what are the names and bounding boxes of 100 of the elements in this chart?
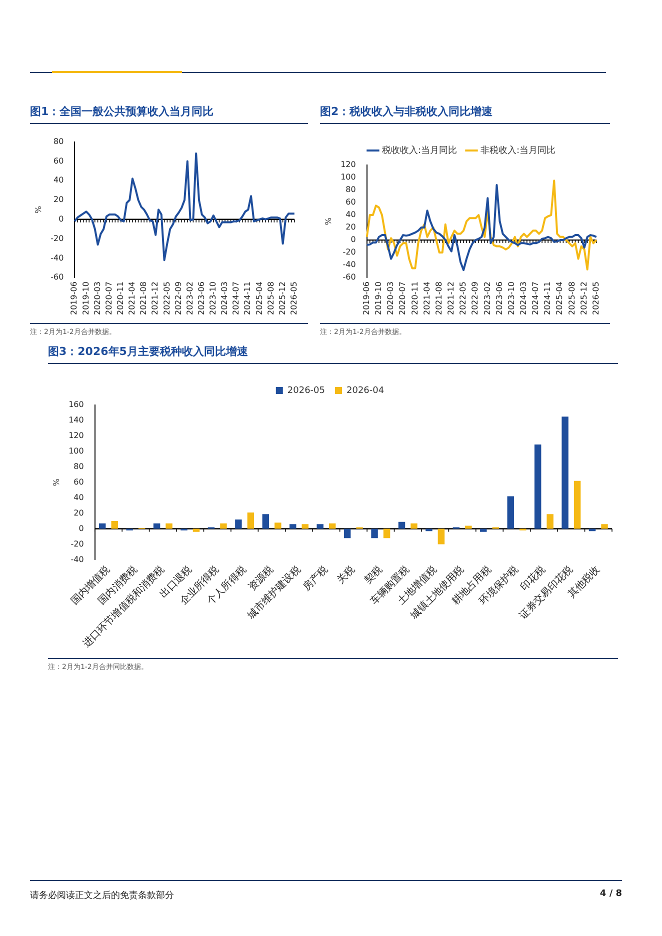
y-tick-label: 120 xyxy=(340,160,356,170)
y-tick-label: 20 xyxy=(346,222,356,232)
legend-label: 税收收入:当月同比 xyxy=(382,144,458,156)
bar xyxy=(235,520,242,529)
bar xyxy=(316,524,324,529)
bar xyxy=(574,480,581,529)
bar xyxy=(534,444,542,529)
x-tick-label: 2024-11 xyxy=(243,282,252,316)
x-tick-label: 2026-05 xyxy=(591,282,600,316)
bar xyxy=(247,512,254,529)
x-tick-label: 关税 xyxy=(334,563,358,586)
x-tick-label: 2021-12 xyxy=(150,282,160,316)
x-tick-label: 2021-12 xyxy=(446,282,456,316)
bar xyxy=(398,522,406,529)
legend-label: 2026-05 xyxy=(287,386,326,396)
chart-title: 图3：2026年5月主要税种收入同比增速 xyxy=(48,344,618,364)
text: 请务必阅读正文之后的免责条款部分 xyxy=(30,890,174,902)
y-axis-title: % xyxy=(324,217,333,226)
x-tick-label: 契税 xyxy=(362,563,385,586)
y-tick-label: 120 xyxy=(68,431,84,440)
x-tick-label: 2025-08 xyxy=(567,282,576,316)
y-tick-label: 80 xyxy=(346,185,356,194)
y-tick-label: -40 xyxy=(342,260,356,270)
x-tick-label: 2023-06 xyxy=(494,282,504,316)
y-tick-label: 60 xyxy=(74,477,84,486)
y-tick-label: 40 xyxy=(346,210,356,220)
bar xyxy=(220,523,227,529)
y-tick-label: 60 xyxy=(53,156,64,166)
x-tick-label: 2024-03 xyxy=(518,282,528,316)
x-tick-label: 2020-03 xyxy=(92,282,102,316)
x-tick-label: 2026-05 xyxy=(289,282,298,316)
x-tick-label: 2024-11 xyxy=(543,282,552,316)
text: 4 / 8 xyxy=(600,889,622,901)
y-tick-label: 0 xyxy=(350,235,356,244)
bar xyxy=(290,524,296,529)
bar xyxy=(480,528,487,532)
bar xyxy=(507,496,514,529)
y-tick-label: 80 xyxy=(53,136,64,146)
y-tick-label: 0 xyxy=(58,214,64,224)
bar xyxy=(111,521,118,529)
y-tick-label: 20 xyxy=(74,508,84,518)
bar xyxy=(192,528,200,532)
x-tick-label: 2023-06 xyxy=(196,282,206,316)
x-tick-label: 2021-08 xyxy=(139,282,148,316)
bar xyxy=(465,526,472,529)
x-tick-label: 2021-08 xyxy=(434,282,444,316)
y-tick-label: 20 xyxy=(53,195,64,204)
chart-title: 图1：全国一般公共预算收入当月同比 xyxy=(30,104,308,124)
bar xyxy=(410,523,418,529)
x-tick-label: 2022-09 xyxy=(174,282,183,316)
y-tick-label: 80 xyxy=(74,462,84,471)
y-tick-label: -40 xyxy=(50,253,64,262)
bar xyxy=(371,528,378,538)
x-tick-label: 2023-10 xyxy=(208,282,218,316)
y-tick-label: 140 xyxy=(68,416,84,425)
bar xyxy=(546,514,554,529)
x-tick-label: 2020-11 xyxy=(116,282,126,316)
x-tick-label: 2024-03 xyxy=(220,282,230,316)
bar xyxy=(153,523,160,529)
bar xyxy=(328,523,336,529)
legend-label: 非税收入:当月同比 xyxy=(480,144,556,156)
x-tick-label: 2023-10 xyxy=(506,282,516,316)
y-tick-label: 100 xyxy=(340,172,356,182)
x-tick-label: 2025-08 xyxy=(266,282,276,316)
x-tick-label: 2020-11 xyxy=(410,282,420,316)
x-tick-label: 2019-06 xyxy=(70,282,79,316)
legend-label: 2026-04 xyxy=(346,386,384,396)
x-tick-label: 2025-04 xyxy=(555,282,564,316)
x-tick-label: 2021-04 xyxy=(128,282,137,316)
bar xyxy=(562,416,568,529)
x-tick-label: 2022-05 xyxy=(162,282,172,316)
bar xyxy=(302,524,308,529)
x-tick-label: 2025-12 xyxy=(579,282,588,316)
bar xyxy=(274,522,282,529)
y-tick-label: -20 xyxy=(70,539,84,548)
x-tick-label: 房产税 xyxy=(300,563,330,594)
x-tick-label: 2023-02 xyxy=(482,282,492,316)
x-tick-label: 2025-04 xyxy=(254,282,264,316)
x-tick-label: 2019-10 xyxy=(374,282,384,316)
x-tick-label: 2024-07 xyxy=(232,282,241,316)
y-tick-label: -60 xyxy=(342,272,356,282)
y-tick-label: 100 xyxy=(68,446,84,456)
y-tick-label: 60 xyxy=(346,198,356,207)
x-tick-label: 2019-10 xyxy=(81,282,90,316)
x-tick-label: 2020-03 xyxy=(386,282,396,316)
x-tick-label: 2021-04 xyxy=(422,282,432,316)
bar xyxy=(98,523,106,529)
x-tick-label: 2024-07 xyxy=(531,282,540,316)
x-tick-label: 2020-07 xyxy=(398,282,408,316)
bar xyxy=(438,528,445,544)
x-tick-label: 2025-12 xyxy=(278,282,287,316)
x-tick-label: 2020-07 xyxy=(104,282,114,316)
y-tick-label: 40 xyxy=(74,492,84,502)
bar xyxy=(166,523,172,529)
y-axis-title: % xyxy=(34,205,43,214)
y-tick-label: -20 xyxy=(50,234,64,243)
bar xyxy=(344,528,351,538)
x-tick-label: 2022-09 xyxy=(470,282,480,316)
bar xyxy=(601,524,608,529)
bar xyxy=(383,528,390,538)
